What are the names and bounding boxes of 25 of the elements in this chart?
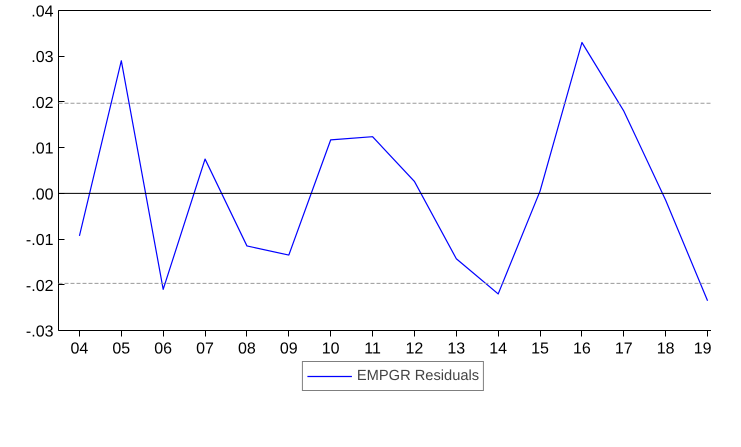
y-tick-label: -.02 bbox=[26, 278, 54, 295]
legend-label: EMPGR Residuals bbox=[356, 368, 480, 384]
y-tick-label: .03 bbox=[31, 49, 54, 66]
x-tick-label: 10 bbox=[322, 340, 340, 358]
x-tick-label: 12 bbox=[406, 340, 424, 358]
x-tick-label: 13 bbox=[447, 340, 466, 358]
x-tick-label: 04 bbox=[70, 340, 88, 358]
x-tick-label: 15 bbox=[531, 340, 550, 358]
x-tick-label: 11 bbox=[364, 340, 381, 358]
y-tick-label: -.01 bbox=[26, 232, 54, 250]
x-tick-label: 09 bbox=[280, 340, 298, 358]
y-tick-label: -.03 bbox=[26, 324, 54, 340]
x-tick-label: 18 bbox=[656, 340, 675, 358]
x-tick-label: 05 bbox=[112, 340, 130, 358]
y-tick-label: .04 bbox=[31, 4, 54, 20]
y-tick-label: .02 bbox=[31, 94, 54, 112]
x-tick-label: 17 bbox=[614, 340, 633, 358]
x-tick-label: 16 bbox=[573, 340, 591, 358]
x-tick-label: 19 bbox=[694, 340, 712, 358]
x-tick-label: 08 bbox=[238, 340, 256, 358]
x-tick-label: 07 bbox=[196, 340, 214, 358]
y-tick-label: .00 bbox=[31, 186, 54, 204]
x-tick-label: 14 bbox=[489, 340, 508, 358]
y-tick-label: .01 bbox=[31, 140, 54, 158]
x-tick-label: 06 bbox=[154, 340, 172, 358]
